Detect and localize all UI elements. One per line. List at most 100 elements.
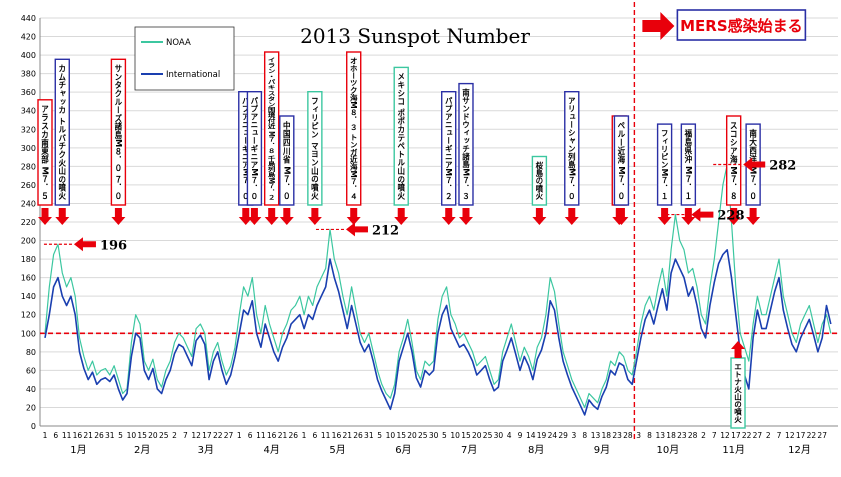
annotation-box	[441, 90, 457, 206]
x-tick-label: 26	[289, 431, 299, 440]
x-tick-label: 3	[572, 431, 577, 440]
down-arrow	[564, 208, 579, 225]
x-tick-label: 19	[537, 431, 547, 440]
series-line-noaa	[44, 163, 832, 409]
peak-label-group: 196	[43, 237, 127, 253]
annotation-text: 南サンドウィッチ諸島M７．３	[461, 87, 470, 200]
annotation-box	[54, 58, 70, 206]
x-tick-label: 15	[137, 431, 147, 440]
event-annotation: サンタクルーズ諸島M８．０ ７．０	[110, 58, 127, 225]
peak-value: 282	[769, 159, 796, 174]
peak-arrow	[73, 237, 96, 252]
annotation-text: パプアニューギニアM７．２	[444, 95, 453, 200]
down-arrow	[307, 208, 322, 225]
month-label: 5月	[329, 444, 345, 456]
annotation-text: ペルー近海 M７．０	[617, 121, 626, 200]
down-arrow	[681, 208, 696, 225]
peak-label-group: 228	[661, 207, 745, 224]
x-tick-label: 14	[526, 431, 536, 440]
y-tick-label: 160	[21, 274, 36, 283]
event-annotation: 福島県沖 M７．１	[680, 123, 697, 225]
x-tick-label: 30	[429, 431, 439, 440]
x-tick-label: 11	[321, 431, 331, 440]
event-annotation: カムチャッカ トルバチク火山の噴火	[54, 58, 70, 225]
event-annotation: エトナ火山の噴火	[730, 341, 746, 429]
legend: NOAA International	[134, 26, 235, 91]
annotation-box	[564, 90, 580, 206]
x-tick-label: 17	[731, 431, 741, 440]
event-annotation: 南サンドウィッチ諸島M７．３	[458, 82, 474, 225]
x-tick-label: 6	[53, 431, 58, 440]
peak-labels: 196 212 228 282	[43, 157, 796, 253]
x-tick-label: 5	[377, 431, 382, 440]
y-tick-label: 300	[21, 144, 36, 153]
event-annotation: オホーツク海M８．３ トンガ近海M７．４	[346, 51, 362, 225]
down-arrow	[38, 208, 52, 225]
x-tick-label: 25	[159, 431, 169, 440]
x-tick-label: 16	[73, 431, 83, 440]
event-annotation: アリューシャン列島M７．０	[564, 90, 580, 225]
y-tick-label: 400	[21, 51, 36, 60]
x-tick-label: 7	[777, 431, 782, 440]
peak-label-group: 282	[713, 157, 796, 174]
month-label: 10月	[656, 444, 679, 456]
event-annotation: フィリピンM７．１	[656, 123, 673, 225]
event-annotation: 中国四川省 M７．０	[279, 115, 295, 225]
down-arrow	[111, 208, 126, 225]
series-line-international	[44, 249, 832, 416]
x-tick-label: 4	[507, 431, 512, 440]
x-tick-label: 7	[183, 431, 188, 440]
month-label: 6月	[395, 444, 411, 456]
annotation-text: フィリピンM７．１	[660, 129, 669, 200]
x-tick-label: 31	[364, 431, 374, 440]
month-label: 8月	[528, 444, 544, 456]
y-axis: 0 20 40 60 80 100 120 140 160 180 200 220 240 260 280 3…	[21, 14, 41, 431]
mers-banner: MERS感染始まる	[642, 9, 807, 41]
x-tick-label: 8	[582, 431, 587, 440]
x-tick-label: 12	[785, 431, 795, 440]
x-tick-label: 25	[483, 431, 493, 440]
annotation-text: アラスカ南東部 M７．５	[40, 104, 49, 200]
annotation-box	[263, 51, 280, 206]
down-arrow	[55, 208, 70, 225]
y-tick-label: 340	[21, 107, 36, 116]
chart-title-group: 2013 Sunspot Number	[300, 24, 530, 48]
peak-label-group: 212	[315, 222, 399, 238]
y-tick-label: 240	[21, 199, 36, 208]
annotation-box	[346, 51, 362, 206]
x-tick-label: 15	[461, 431, 471, 440]
x-tick-label: 5	[118, 431, 123, 440]
x-axis: 1 6 11 16 21 26 31 5 10 15 20 25 2 7 12 17 22 27 1 6 11 16 21 2…	[40, 425, 838, 456]
chart-title: 2013 Sunspot Number	[300, 24, 530, 48]
annotation-text: 中国四川省 M７．０	[282, 119, 291, 200]
y-tick-label: 0	[31, 422, 36, 431]
x-tick-label: 24	[548, 431, 558, 440]
annotation-box	[725, 115, 742, 206]
annotation-box	[246, 90, 263, 206]
down-arrow	[532, 208, 547, 225]
y-tick-label: 60	[26, 366, 36, 375]
y-tick-label: 140	[21, 292, 36, 301]
down-arrow	[346, 208, 361, 225]
month-label: 2月	[134, 444, 150, 456]
x-tick-label: 13	[591, 431, 601, 440]
x-tick-label: 30	[494, 431, 504, 440]
event-annotation: アラスカ南東部 M７．５	[37, 99, 53, 225]
x-tick-label: 2	[701, 431, 706, 440]
legend-box	[134, 26, 235, 91]
x-tick-label: 22	[742, 431, 752, 440]
annotation-text: メキシコ ポポカテペトル山の噴火	[396, 72, 405, 201]
event-annotation: スコシア海 M７．８	[725, 115, 742, 225]
annotation-text: オホーツク海M８．３ トンガ近海M７．４	[349, 57, 358, 200]
down-arrow	[264, 208, 279, 225]
annotation-box	[37, 99, 53, 206]
x-tick-label: 3	[636, 431, 641, 440]
month-label: 12月	[788, 444, 811, 456]
y-tick-label: 380	[21, 70, 36, 79]
annotation-box	[110, 58, 127, 206]
event-annotation: ペルー近海 M７．０	[613, 115, 630, 225]
annotation-text: スコシア海 M７．８	[729, 121, 738, 200]
annotation-text: 桜島の噴火	[535, 160, 544, 201]
annotation-text: サンタクルーズ諸島M８．０ ７．０	[114, 64, 123, 200]
